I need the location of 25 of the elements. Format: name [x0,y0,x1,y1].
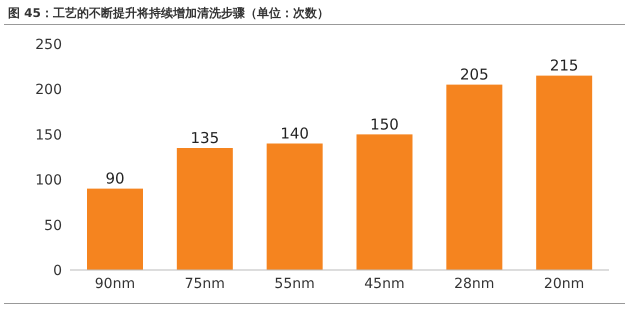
bar [176,148,233,270]
y-tick-label: 50 [44,218,62,234]
y-tick-label: 0 [53,262,62,279]
data-label: 90 [105,170,125,188]
data-label: 150 [370,115,399,134]
x-tick-label: 55nm [274,276,315,292]
x-tick-label: 75nm [184,276,225,292]
bar [446,84,502,270]
chart-title: 图 45：工艺的不断提升将持续增加清洗步骤（单位：次数） [8,5,329,22]
data-label: 140 [280,124,309,142]
y-tick-label: 200 [35,82,62,98]
data-label: 135 [190,128,220,147]
bar [266,143,323,270]
x-tick-label: 90nm [94,276,136,292]
y-tick-label: 150 [35,127,62,144]
bar [87,188,143,270]
y-tick-label: 100 [35,172,62,189]
x-tick-label: 45nm [364,276,405,292]
bar [356,134,412,270]
data-label: 215 [550,56,578,75]
x-tick-label: 28nm [454,276,494,292]
x-tick-label: 20nm [544,276,584,292]
data-label: 205 [460,66,489,84]
y-tick-label: 250 [35,36,62,53]
bar [536,76,592,270]
